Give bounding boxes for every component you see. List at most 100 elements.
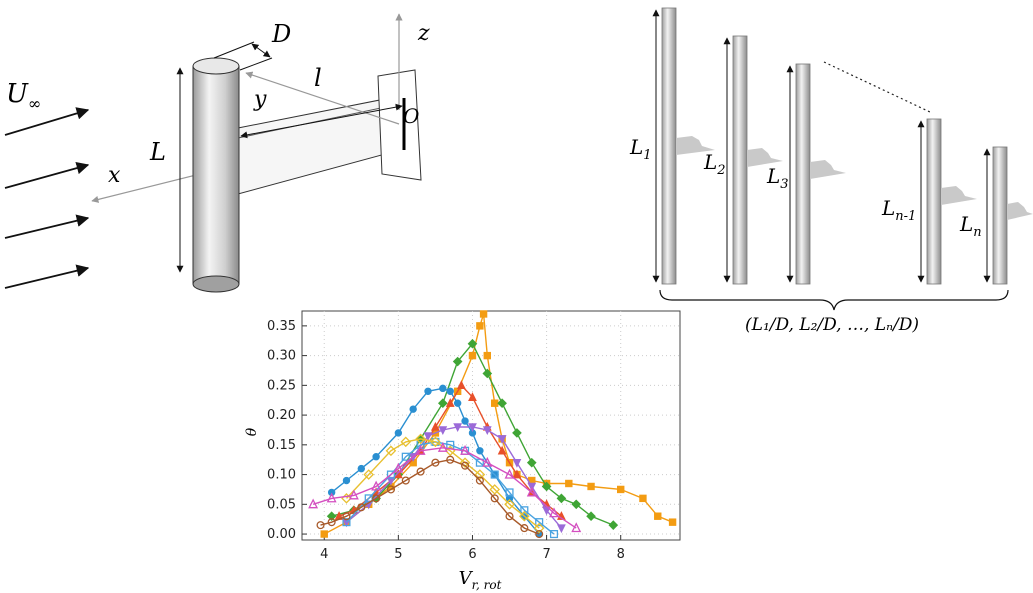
series-7-point: [460, 444, 471, 455]
theta-chart: 4 5 6 7 80.000.050.100.150.200.250.300.35 θ …: [244, 310, 681, 592]
flow-velocity-label: U∞: [6, 79, 41, 113]
series-3-point: [431, 421, 440, 431]
series-8-point: [431, 458, 440, 467]
series-6-point: [474, 469, 486, 480]
series-7-point: [348, 489, 359, 500]
y-axis-label: y: [253, 87, 267, 112]
series-2-point: [409, 405, 417, 413]
y-tick-label: 0.20: [267, 408, 296, 423]
series-0-point: [565, 479, 573, 488]
series-7-point: [526, 486, 537, 497]
y-tick-label: 0.15: [267, 438, 296, 453]
series-4-point: [512, 458, 522, 468]
y-tick-label: 0.25: [267, 378, 296, 393]
series-0-point: [468, 351, 477, 360]
series-6-point: [430, 436, 441, 448]
series-2-point: [394, 429, 403, 437]
wake-profile-1: [676, 136, 715, 155]
series-0-point: [320, 530, 328, 538]
x-tick-label: 5: [394, 547, 402, 562]
series-4-point: [386, 476, 396, 486]
series-1-point: [586, 511, 596, 522]
series-7-point: [571, 522, 582, 533]
diameter-label: D: [271, 20, 291, 48]
series-6-point: [385, 445, 397, 457]
cylinder-bar-2: [732, 35, 748, 285]
series-8-point: [316, 521, 325, 530]
series-6-point: [415, 433, 426, 445]
series-4-point: [482, 426, 492, 436]
origin-label: O: [403, 104, 419, 128]
x-tick-label: 8: [617, 547, 625, 562]
series-4-point: [438, 426, 448, 436]
series-2-point: [439, 384, 447, 393]
flow-arrows: [4, 107, 90, 289]
y-axis-title: θ: [244, 427, 260, 436]
series-0-point: [639, 494, 647, 503]
series-3-point: [497, 445, 507, 455]
cylinder-label-n: Ln: [959, 212, 982, 240]
series-1-point: [326, 511, 337, 522]
arm-length-dimension: [240, 103, 403, 139]
series-0-point: [483, 351, 491, 360]
series-2-point: [327, 488, 336, 497]
series-4-point: [497, 435, 507, 444]
series-1-point: [437, 398, 448, 409]
series-3-point: [456, 380, 466, 390]
series-0-point: [654, 512, 662, 520]
series-8-point: [475, 476, 484, 485]
setup-schematic: U∞ x z y O L D: [4, 13, 430, 293]
diameter-dimension: [251, 43, 271, 58]
ellipsis-connector: [823, 61, 931, 113]
y-tick-label: 0.00: [267, 527, 296, 542]
series-5-point: [416, 440, 425, 449]
arm-length-label: l: [314, 64, 322, 92]
cylinder-bar-1: [661, 7, 677, 285]
x-tick-label: 6: [468, 547, 476, 562]
series-7-point: [415, 444, 426, 455]
series-8-point: [416, 467, 425, 476]
series-7-point: [308, 498, 319, 509]
series-7-point: [393, 462, 404, 473]
series-0-point: [668, 518, 677, 526]
series-4-point: [557, 524, 566, 534]
wake-profile-2: [747, 148, 783, 167]
series-7-point: [549, 507, 559, 518]
series-5-point: [505, 488, 514, 497]
series-6-line: [345, 438, 540, 529]
series-5-point: [401, 452, 410, 461]
cylinder-label-1: L1: [629, 135, 652, 163]
series-1-point: [608, 520, 619, 530]
series-2-point: [446, 387, 454, 395]
series-7-line: [312, 447, 577, 529]
series-0-point: [479, 310, 488, 318]
series-5-point: [520, 506, 529, 515]
series-5-point: [386, 470, 395, 479]
series-5-point: [549, 530, 559, 539]
y-tick-label: 0.35: [267, 319, 296, 334]
series-8-point: [327, 518, 336, 527]
series-2-point: [424, 387, 432, 395]
series-3-point: [512, 469, 522, 479]
series-8-point: [520, 524, 529, 533]
series-8-point: [372, 494, 381, 503]
series-4-point: [453, 423, 463, 433]
series-8-point: [342, 512, 351, 521]
series-5-point: [490, 470, 499, 479]
series-0-point: [491, 399, 499, 407]
series-3-point: [445, 398, 455, 407]
aspect-ratio-label: (L₁/D, L₂/D, …, Lₙ/D): [745, 315, 919, 335]
z-axis-label: z: [417, 21, 430, 46]
series-7: [308, 441, 582, 533]
series-8-point: [386, 485, 395, 494]
cylinder: [192, 57, 240, 293]
grouping-brace: [659, 289, 1009, 311]
x-axis-label: x: [108, 163, 121, 188]
series-6-point: [504, 498, 515, 510]
wake-profile-3: [810, 160, 846, 179]
series-1-point: [571, 499, 582, 510]
series-8-point: [535, 530, 544, 539]
x-tick-label: 7: [542, 547, 550, 562]
series-1-point: [482, 368, 493, 379]
